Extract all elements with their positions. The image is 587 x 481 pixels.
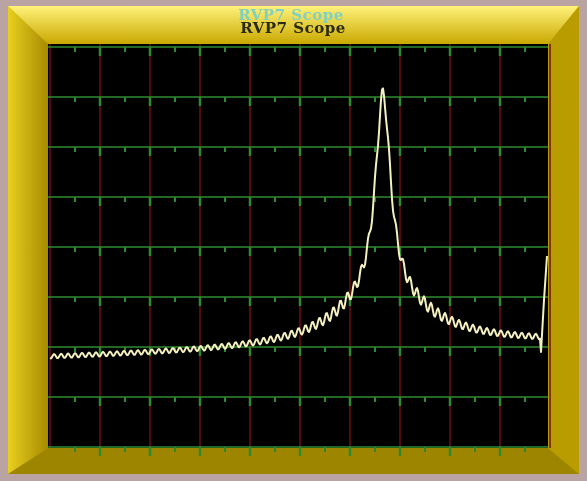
frame-top (8, 6, 579, 44)
frame-left (8, 6, 48, 474)
title-shadow: RVP7 Scope (240, 19, 346, 37)
trace (49, 87, 548, 360)
frame-bottom (8, 448, 579, 474)
grid (48, 44, 551, 456)
screen (48, 44, 548, 448)
frame-right (548, 6, 579, 474)
title: RVP7 Scope (238, 6, 344, 24)
